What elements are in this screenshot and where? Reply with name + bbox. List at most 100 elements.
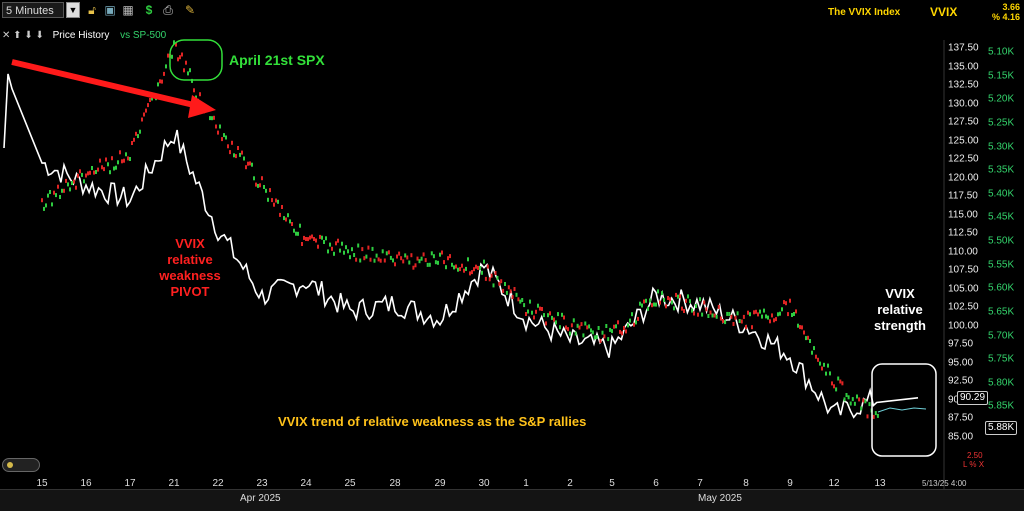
spx-candle [795,309,797,314]
spx-candle [225,135,227,140]
spx-candle [661,291,663,296]
spx-candle [279,212,281,217]
spx-candle [845,393,848,397]
interval-select[interactable]: 5 Minutes [2,2,64,18]
spx-candle [430,251,433,256]
spx-candle [504,282,506,286]
spx-candle [641,303,643,308]
x-tick-label: 28 [389,478,401,489]
spx-candle [484,276,487,281]
spx-candle [151,96,153,101]
x-tick-label: 13 [874,478,886,489]
print-icon[interactable]: ⎙ [163,3,173,17]
spx-candle [761,314,763,319]
spx-candle [59,195,61,199]
spx-candle [319,234,321,239]
spx-candle [49,190,51,194]
pencil-icon[interactable]: ✎ [184,3,196,17]
x-tick-label: 9 [787,478,793,489]
spx-candle [507,285,510,290]
spx-candle [221,137,223,142]
spx-candle [89,170,91,175]
spx-candle [329,242,331,247]
y-tick-left: 100.00 [948,320,979,332]
y-tick-left: 122.50 [948,153,979,165]
spx-candle [299,223,301,228]
month-label-may: May 2025 [698,493,742,504]
spx-candle [273,202,275,207]
spx-candle [613,324,615,329]
y-tick-right: 5.10K [988,46,1015,58]
spx-candle [771,313,773,318]
y-tick-right: 5.70K [988,330,1015,341]
spx-candle [488,277,491,282]
spx-candle [85,173,87,178]
spx-candle [765,314,767,319]
scroll-handle[interactable] [2,458,40,472]
spx-candle [835,387,838,392]
save-icon[interactable]: ▣ [104,3,116,17]
spx-candle [325,236,327,241]
spx-candle [730,314,733,319]
spx-candle [463,268,465,273]
spx-candle [705,307,708,312]
spx-candle [275,198,277,203]
spx-candle [719,316,722,321]
spx-candle [703,300,706,305]
lock-icon[interactable]: 🔓︎ [88,3,96,17]
spx-candle [494,271,497,275]
y-tick-left: 135.00 [948,61,979,73]
spx-candle [139,129,141,134]
spx-candle [631,312,633,317]
spx-candle [271,198,273,203]
spx-candle [519,299,522,304]
spx-candle [377,257,380,262]
spx-candle [843,397,846,402]
spx-candle [609,327,612,332]
spx-candle [565,325,567,330]
spx-candle [805,336,807,341]
spx-candle [627,323,629,328]
spx-candle [398,251,401,256]
spx-candle [145,108,147,113]
spx-candle [829,371,831,376]
spx-candle [311,234,313,239]
dropdown-icon[interactable]: ▼ [66,2,80,18]
spx-candle [219,124,221,129]
spx-candle [513,287,516,291]
spx-candle [65,178,67,183]
spx-candle [821,366,823,371]
spx-candle [371,246,374,251]
spx-candle [492,283,495,288]
spx-candle [777,312,779,317]
spx-candle [83,179,85,184]
dollar-icon[interactable]: $ [145,3,153,17]
spx-candle [651,303,653,308]
spx-candle [693,311,695,316]
spx-candle [125,152,127,157]
spx-candle [567,327,569,332]
spx-candle [351,247,353,252]
spx-candle [457,267,459,272]
legend: ✕ ⬆ ⬇ ⬇ Price History vs SP-500 [2,30,166,41]
spx-candle [603,334,606,339]
legend-arrows-icon[interactable]: ✕ ⬆ ⬇ ⬇ [2,30,44,41]
grid-icon[interactable]: ▦ [122,3,134,17]
spx-candle [509,289,512,294]
spx-candle [410,253,413,258]
spx-candle [775,317,777,322]
spx-candle [361,247,364,252]
small-value: 2.50 [967,451,983,460]
y-tick-left: 107.50 [948,264,979,276]
spx-candle [396,254,398,259]
spx-candle [404,253,407,258]
spx-candle [235,154,237,159]
spx-candle [95,170,97,174]
spx-candle [740,319,743,324]
spx-candle [607,337,610,342]
spx-candle [732,322,735,326]
spx-candle [213,115,215,120]
spx-candle [689,299,691,304]
spx-candle [837,376,840,381]
spx-candle [637,316,639,321]
